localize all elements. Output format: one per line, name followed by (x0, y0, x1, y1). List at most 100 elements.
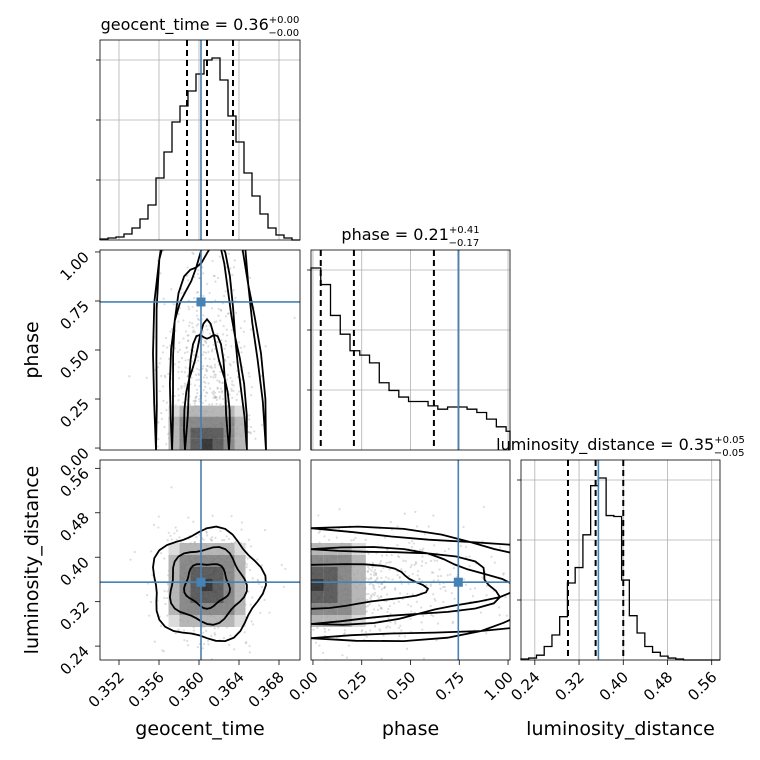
sample-point (197, 318, 200, 322)
sample-point (479, 611, 483, 614)
density-block (323, 567, 338, 579)
sample-point (183, 371, 187, 374)
sample-point (214, 536, 217, 540)
sample-point (192, 252, 195, 256)
sample-point (425, 583, 428, 587)
sample-point (372, 608, 376, 611)
sample-point (219, 387, 223, 390)
sample-point (211, 514, 214, 517)
sample-point (418, 577, 421, 581)
sample-point (164, 376, 167, 379)
sample-point (414, 510, 417, 514)
sample-point (213, 321, 216, 324)
sample-point (220, 309, 223, 312)
sample-point (185, 346, 188, 349)
sample-point (318, 530, 322, 533)
sample-point (372, 574, 376, 577)
sample-point (256, 558, 259, 561)
sample-point (372, 571, 376, 574)
sample-point (248, 644, 251, 648)
sample-point (232, 266, 236, 269)
sample-point (254, 437, 257, 440)
sample-point (160, 374, 163, 378)
sample-point (471, 595, 474, 598)
sample-point (186, 375, 189, 378)
sample-point (412, 542, 415, 545)
sample-point (162, 297, 165, 300)
sample-point (260, 585, 263, 589)
density-block (190, 543, 202, 555)
sample-point (206, 369, 209, 372)
sample-point (160, 411, 163, 415)
sample-point (490, 555, 493, 558)
sample-point (449, 573, 452, 576)
sample-point (159, 357, 162, 360)
sample-point (410, 564, 413, 567)
sample-point (360, 630, 363, 633)
sample-point (166, 614, 169, 617)
sample-point (186, 274, 189, 277)
sample-point (485, 594, 488, 597)
sample-point (235, 311, 238, 314)
sample-point (367, 566, 370, 569)
density-block (223, 567, 235, 579)
panel-frame (310, 249, 511, 451)
sample-point (452, 566, 456, 570)
density-block (212, 555, 224, 567)
sample-point (365, 610, 368, 613)
density-block (223, 615, 235, 627)
sample-point (389, 520, 392, 524)
sample-point (196, 646, 199, 649)
sample-point (163, 227, 165, 229)
sample-point (354, 536, 357, 540)
x-axis-label-geocent_time: geocent_time (135, 718, 264, 740)
sample-point (408, 574, 411, 578)
sample-point (210, 366, 214, 369)
sample-point (193, 402, 196, 405)
x-tick-label: 0.360 (165, 668, 208, 711)
sample-point (184, 330, 188, 333)
sample-point (219, 403, 222, 406)
sample-point (204, 399, 207, 402)
sample-point (385, 561, 388, 565)
sample-point (229, 248, 231, 250)
sample-point (218, 255, 221, 258)
y-tick-label: 0.40 (56, 553, 92, 589)
sample-point (465, 555, 468, 559)
plot-layer: geocent_time = 0.36+0.00 −0.00 phase = 0.2… (21, 15, 745, 740)
density-block (201, 555, 213, 567)
sample-point (191, 305, 194, 309)
sample-point (197, 372, 200, 375)
sample-point (233, 648, 236, 651)
sample-point (233, 259, 236, 262)
sample-point (386, 625, 389, 628)
sample-point (193, 275, 196, 279)
sample-point (205, 391, 209, 395)
sample-point (194, 397, 197, 400)
sample-point (247, 431, 250, 434)
sample-point (243, 345, 246, 348)
sample-point (211, 536, 214, 539)
sample-point (161, 385, 165, 388)
sample-point (156, 445, 159, 448)
density-block (234, 591, 246, 603)
sample-point (192, 629, 196, 632)
sample-point (216, 386, 219, 389)
sample-point (183, 220, 185, 222)
sample-point (437, 575, 440, 578)
density-block (201, 615, 213, 627)
sample-point (157, 437, 160, 441)
sample-point (380, 582, 383, 585)
sample-point (219, 308, 222, 312)
sample-point (195, 205, 197, 207)
sample-point (462, 525, 465, 529)
sample-point (180, 386, 183, 389)
panel-content (311, 505, 510, 660)
density-block (323, 579, 338, 591)
density-block (190, 591, 202, 603)
sample-point (213, 391, 217, 394)
hist-step-luminosity_distance (520, 477, 720, 661)
x-tick-label: 0.32 (552, 668, 588, 704)
sample-point (214, 280, 217, 283)
